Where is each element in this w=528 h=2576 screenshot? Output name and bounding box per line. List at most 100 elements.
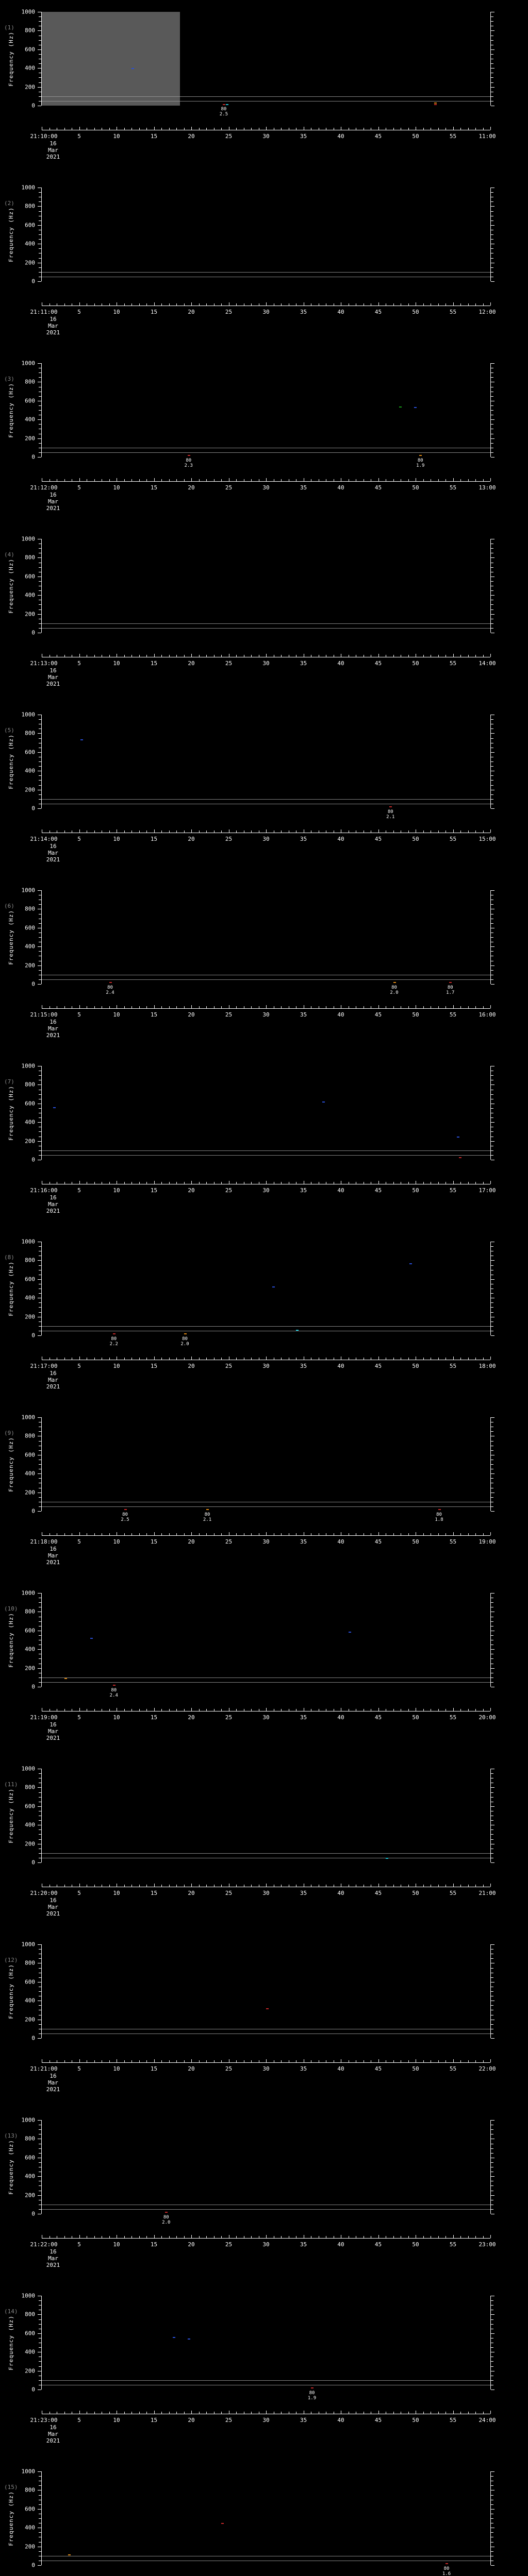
x-tick-label: 20 bbox=[188, 1011, 195, 1018]
x-axis-tick bbox=[468, 1885, 469, 1887]
x-axis-tick bbox=[438, 1358, 439, 1360]
x-tick-label: 45 bbox=[374, 660, 382, 667]
x-axis-tick bbox=[64, 2236, 65, 2238]
frequency-band-line bbox=[42, 452, 490, 453]
x-axis-tick bbox=[184, 831, 185, 833]
x-tick-label-start: 21:10:00 bbox=[30, 133, 58, 140]
x-axis-tick bbox=[124, 1885, 125, 1887]
y-tick-label: 200 bbox=[25, 2543, 35, 2550]
y-tick-label: 400 bbox=[25, 943, 35, 950]
y-axis-tick bbox=[38, 2120, 41, 2121]
x-axis-tick bbox=[236, 1358, 237, 1360]
x-axis-tick bbox=[176, 831, 177, 833]
x-axis-tick bbox=[221, 1182, 222, 1184]
x-axis-tick bbox=[460, 2236, 461, 2238]
y-axis-tick bbox=[491, 2120, 494, 2121]
y-axis-tick bbox=[38, 1417, 41, 1418]
y-axis-tick bbox=[39, 1440, 41, 1442]
y-axis-tick bbox=[39, 2518, 41, 2519]
y-tick-label: 600 bbox=[25, 2154, 35, 2161]
y-axis-tick bbox=[491, 1122, 494, 1123]
y-axis-tick bbox=[491, 1829, 493, 1831]
y-axis-left bbox=[38, 1769, 42, 1863]
x-tick-label: 10 bbox=[113, 1011, 120, 1018]
x-axis-tick bbox=[161, 2412, 162, 2414]
x-tick-label: 5 bbox=[77, 2065, 81, 2072]
y-axis-tick bbox=[39, 937, 41, 938]
detection-label: 80 2.4 bbox=[109, 1688, 118, 1698]
x-axis-tick bbox=[281, 2412, 282, 2414]
x-axis-tick bbox=[169, 1182, 170, 1184]
x-axis-tick bbox=[483, 1182, 484, 1184]
x-axis-tick bbox=[393, 1358, 394, 1360]
x-axis-tick bbox=[490, 2235, 491, 2238]
x-axis-tick bbox=[131, 2236, 132, 2238]
y-axis-tick bbox=[491, 2305, 493, 2306]
y-axis-tick bbox=[39, 590, 41, 591]
y-tick-label: 400 bbox=[25, 2348, 35, 2355]
y-axis-tick bbox=[491, 965, 494, 966]
x-axis-tick bbox=[475, 479, 476, 481]
panel-number: (12) bbox=[4, 1957, 18, 1963]
x-axis-tick bbox=[109, 2412, 110, 2414]
x-axis-tick bbox=[109, 1358, 110, 1360]
x-axis-tick bbox=[408, 655, 409, 657]
x-axis-tick bbox=[266, 2235, 267, 2238]
x-tick-label: 35 bbox=[300, 309, 307, 315]
x-axis-tick bbox=[490, 2411, 491, 2414]
y-tick-label: 200 bbox=[25, 1313, 35, 1320]
y-tick-label: 400 bbox=[25, 1470, 35, 1477]
x-axis-tick bbox=[378, 478, 379, 481]
x-axis-tick bbox=[64, 479, 65, 481]
y-tick-label: 1000 bbox=[21, 8, 36, 15]
x-axis-tick bbox=[64, 655, 65, 657]
x-axis-tick bbox=[139, 303, 140, 306]
y-axis-tick bbox=[491, 2380, 493, 2381]
y-axis-tick bbox=[491, 794, 493, 795]
y-axis-tick bbox=[491, 2485, 493, 2486]
y-tick-label: 800 bbox=[25, 1608, 35, 1615]
y-axis-tick bbox=[39, 604, 41, 605]
x-axis-tick bbox=[161, 655, 162, 657]
y-axis-tick bbox=[491, 1131, 493, 1132]
y-axis-tick bbox=[491, 30, 494, 31]
y-tick-label: 600 bbox=[25, 573, 35, 580]
x-axis-tick bbox=[161, 1885, 162, 1887]
y-tick-label: 600 bbox=[25, 749, 35, 756]
x-axis-tick bbox=[79, 127, 80, 130]
y-axis-tick bbox=[491, 1797, 493, 1798]
y-axis-tick bbox=[39, 258, 41, 259]
x-axis-tick bbox=[94, 1182, 95, 1184]
x-tick-label: 15 bbox=[150, 2241, 158, 2248]
y-axis-tick bbox=[39, 1677, 41, 1678]
x-axis-tick bbox=[393, 831, 394, 833]
x-tick-label: 30 bbox=[262, 484, 270, 491]
x-axis-tick bbox=[79, 1708, 80, 1711]
y-axis-right bbox=[490, 363, 494, 457]
y-axis-tick bbox=[491, 1084, 494, 1086]
x-tick-label: 50 bbox=[412, 2065, 419, 2072]
y-axis-left bbox=[38, 1944, 42, 2039]
y-axis-tick bbox=[39, 452, 41, 453]
spectrogram-panel: (7) Frequency (Hz) 0 200 400 600 800 1000 21:16:… bbox=[0, 1054, 528, 1230]
x-axis-tick bbox=[453, 1005, 454, 1008]
x-axis-tick bbox=[161, 2060, 162, 2062]
y-axis-tick bbox=[39, 2380, 41, 2381]
x-axis-tick-labels: 21:14:00 5 10 15 20 25 30 35 40 45 50 55 15:00 bbox=[0, 836, 528, 843]
x-axis-tick bbox=[378, 2411, 379, 2414]
y-axis-tick bbox=[39, 1464, 41, 1465]
x-axis-date-stack: 16 Mar 2021 bbox=[46, 492, 60, 512]
x-axis-tick bbox=[475, 1358, 476, 1360]
x-axis-tick bbox=[378, 1532, 379, 1535]
x-tick-label: 15 bbox=[150, 660, 158, 667]
y-axis-tick bbox=[39, 1075, 41, 1076]
x-tick-label-start: 21:15:00 bbox=[30, 1011, 58, 1018]
x-axis-tick bbox=[266, 1532, 267, 1535]
y-axis-tick bbox=[39, 766, 41, 767]
x-axis-tick bbox=[483, 655, 484, 657]
frequency-band-line bbox=[42, 1677, 490, 1678]
x-tick-label: 10 bbox=[113, 484, 120, 491]
x-axis-tick bbox=[146, 655, 147, 657]
y-axis-right bbox=[490, 1944, 494, 2039]
x-tick-label: 5 bbox=[77, 484, 81, 491]
